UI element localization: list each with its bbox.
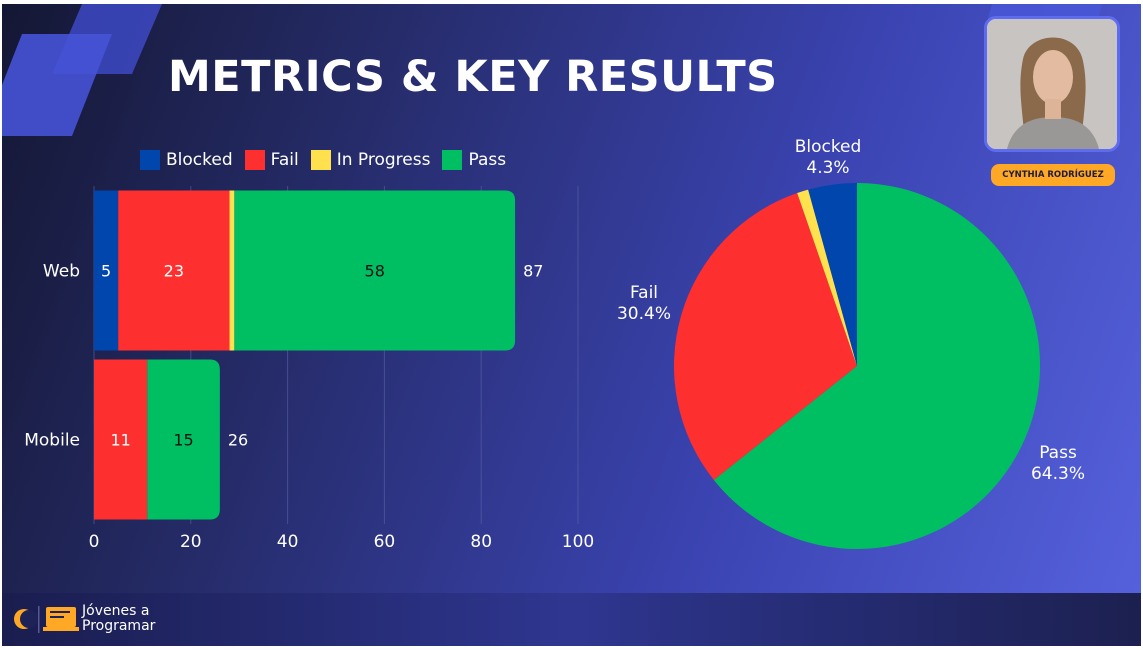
decorative-shapes bbox=[2, 4, 162, 136]
pie-slice-value-label: 64.3% bbox=[1031, 464, 1085, 484]
pie-slice-fail bbox=[673, 193, 857, 480]
category-label: Mobile bbox=[24, 431, 80, 451]
x-tick-label: 0 bbox=[89, 532, 100, 552]
chart-legend: Blocked Fail In Progress Pass bbox=[140, 150, 506, 170]
legend-label: Pass bbox=[468, 150, 507, 170]
legend-item-blocked: Blocked bbox=[140, 150, 233, 170]
pie-slice-in-progress bbox=[797, 189, 857, 366]
legend-swatch-blocked bbox=[140, 150, 160, 170]
total-label: 87 bbox=[523, 262, 543, 281]
person-avatar-icon bbox=[987, 19, 1117, 149]
bar-segment-fail bbox=[94, 359, 148, 520]
category-label: Web bbox=[43, 262, 80, 282]
bar-segment-in-progress bbox=[229, 190, 235, 351]
pie-slice-name-label: Pass bbox=[1039, 443, 1077, 463]
bar-segment-pass bbox=[234, 190, 516, 351]
data-label: 5 bbox=[101, 262, 111, 281]
data-label: 23 bbox=[164, 262, 184, 281]
legend-label: Fail bbox=[270, 150, 299, 170]
legend-item-pass: Pass bbox=[442, 150, 506, 170]
presenter-name-badge: CYNTHIA RODRÍGUEZ bbox=[991, 164, 1115, 186]
legend-swatch-pass bbox=[442, 150, 463, 170]
x-tick-label: 60 bbox=[374, 532, 396, 552]
data-label: 15 bbox=[173, 431, 193, 450]
bar-segment-blocked bbox=[94, 190, 119, 351]
bar-segment-pass bbox=[147, 359, 220, 520]
footer-bar bbox=[2, 593, 1141, 646]
pie-slice-blocked bbox=[808, 183, 857, 366]
x-tick-label: 100 bbox=[562, 532, 594, 552]
legend-item-fail: Fail bbox=[244, 150, 299, 170]
x-tick-label: 80 bbox=[470, 532, 492, 552]
legend-swatch-in-progress bbox=[310, 150, 331, 170]
brand-line-2: Programar bbox=[82, 618, 156, 634]
brand-logo-icon bbox=[14, 606, 79, 633]
pie-slice-name-label: Blocked bbox=[795, 137, 862, 157]
pie-slice-value-label: 30.4% bbox=[617, 304, 671, 324]
stacked-bar-chart: 0 20 40 60 80 100 Web 5 23 58 87 Mobile 11 15 26 bbox=[24, 186, 594, 552]
data-label: 58 bbox=[365, 262, 385, 281]
pie-slice-name-label: Fail bbox=[630, 283, 658, 303]
brand-line-1: Jóvenes a bbox=[82, 603, 150, 619]
data-label: 11 bbox=[110, 431, 130, 450]
x-tick-label: 40 bbox=[277, 532, 299, 552]
legend-label: Blocked bbox=[166, 150, 233, 170]
legend-item-in-progress: In Progress bbox=[310, 150, 431, 170]
total-label: 26 bbox=[228, 431, 248, 450]
legend-label: In Progress bbox=[336, 150, 431, 170]
presenter-photo bbox=[984, 16, 1120, 152]
brand-name: Jóvenes a Programar bbox=[82, 604, 155, 634]
legend-swatch-fail bbox=[244, 150, 265, 170]
x-tick-label: 20 bbox=[180, 532, 202, 552]
page-title: METRICS & KEY RESULTS bbox=[168, 52, 778, 102]
pie-slice-value-label: 4.3% bbox=[806, 158, 849, 178]
bar-segment-fail bbox=[118, 190, 230, 351]
pie-slice-pass bbox=[713, 183, 1040, 549]
